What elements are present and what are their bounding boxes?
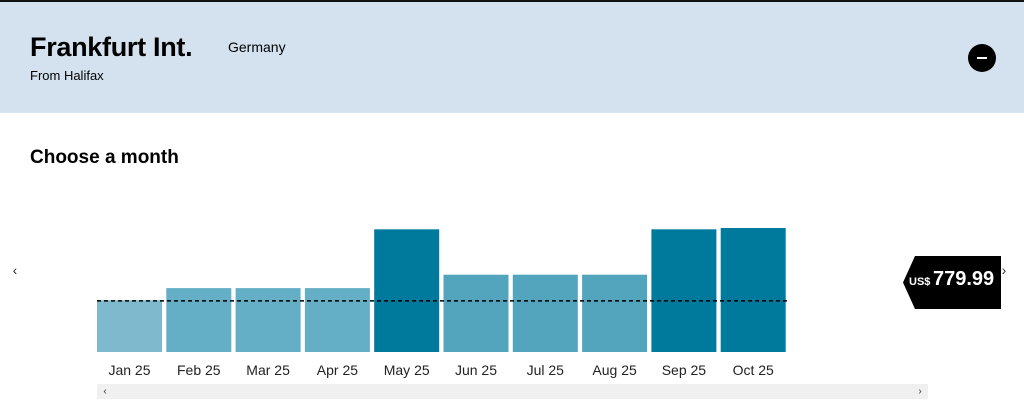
month-bar[interactable] (235, 288, 301, 352)
month-label[interactable]: Mar 25 (246, 362, 290, 378)
collapse-button[interactable] (968, 44, 996, 72)
month-label[interactable]: Jul 25 (527, 362, 565, 378)
scroll-left-arrow[interactable]: ‹ (103, 386, 107, 397)
month-label[interactable]: Oct 25 (733, 362, 774, 378)
destination-title: Frankfurt Int. (30, 32, 193, 62)
month-label[interactable]: Jun 25 (455, 362, 497, 378)
destination-country: Germany (228, 39, 286, 55)
scroll-right-arrow[interactable]: › (918, 386, 922, 397)
month-bar[interactable] (720, 228, 786, 352)
month-label[interactable]: Apr 25 (317, 362, 358, 378)
month-bar[interactable] (651, 229, 717, 352)
month-bar[interactable] (97, 300, 162, 352)
top-border (0, 0, 1024, 2)
month-label[interactable]: Jan 25 (108, 362, 150, 378)
month-label[interactable]: Feb 25 (177, 362, 221, 378)
month-bar[interactable] (166, 288, 232, 352)
destination-header: Frankfurt Int. Germany From Halifax (0, 2, 1024, 113)
section-title: Choose a month (30, 147, 179, 168)
month-bar[interactable] (512, 274, 578, 352)
month-label[interactable]: Aug 25 (592, 362, 637, 378)
month-bar[interactable] (582, 274, 648, 352)
chevron-left-icon[interactable]: ‹ (12, 262, 18, 278)
price-tag: US$ 779.99 (903, 256, 1001, 309)
month-label[interactable]: May 25 (384, 362, 430, 378)
horizontal-scrollbar[interactable]: ‹ › (97, 384, 928, 399)
price-amount: 779.99 (933, 268, 995, 290)
chevron-right-icon[interactable]: › (1001, 262, 1007, 278)
price-currency: US$ (909, 276, 931, 288)
origin-label: From Halifax (30, 68, 104, 83)
month-bar[interactable] (304, 288, 370, 352)
month-bar[interactable] (443, 274, 509, 352)
month-label[interactable]: Sep 25 (662, 362, 707, 378)
month-bar[interactable] (374, 229, 440, 352)
minus-icon (977, 57, 987, 59)
